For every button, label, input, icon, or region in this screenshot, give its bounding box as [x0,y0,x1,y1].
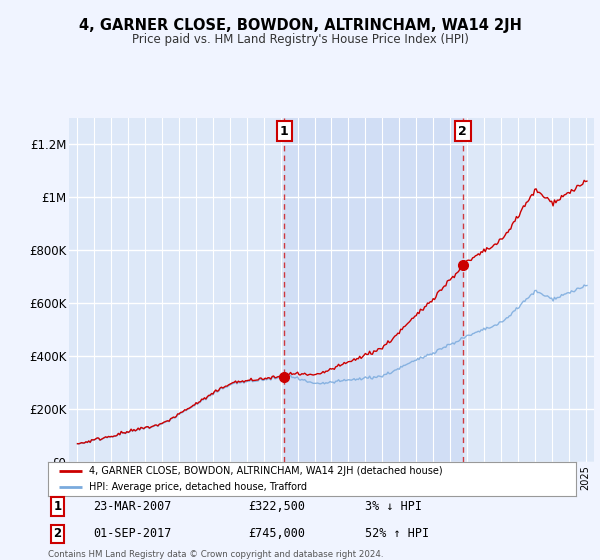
Text: 23-MAR-2007: 23-MAR-2007 [93,500,171,513]
Text: 2: 2 [53,527,62,540]
Text: Contains HM Land Registry data © Crown copyright and database right 2024.
This d: Contains HM Land Registry data © Crown c… [48,550,383,560]
Text: 4, GARNER CLOSE, BOWDON, ALTRINCHAM, WA14 2JH: 4, GARNER CLOSE, BOWDON, ALTRINCHAM, WA1… [79,18,521,32]
Text: Price paid vs. HM Land Registry's House Price Index (HPI): Price paid vs. HM Land Registry's House … [131,32,469,46]
Text: 01-SEP-2017: 01-SEP-2017 [93,527,171,540]
Text: 3% ↓ HPI: 3% ↓ HPI [365,500,422,513]
Text: 52% ↑ HPI: 52% ↑ HPI [365,527,429,540]
Bar [284,118,463,462]
Text: 2: 2 [458,125,467,138]
Text: 1: 1 [280,125,289,138]
Text: HPI: Average price, detached house, Trafford: HPI: Average price, detached house, Traf… [89,482,307,492]
Text: £745,000: £745,000 [248,527,305,540]
Text: £322,500: £322,500 [248,500,305,513]
Text: 4, GARNER CLOSE, BOWDON, ALTRINCHAM, WA14 2JH (detached house): 4, GARNER CLOSE, BOWDON, ALTRINCHAM, WA1… [89,466,443,477]
Text: 1: 1 [53,500,62,513]
